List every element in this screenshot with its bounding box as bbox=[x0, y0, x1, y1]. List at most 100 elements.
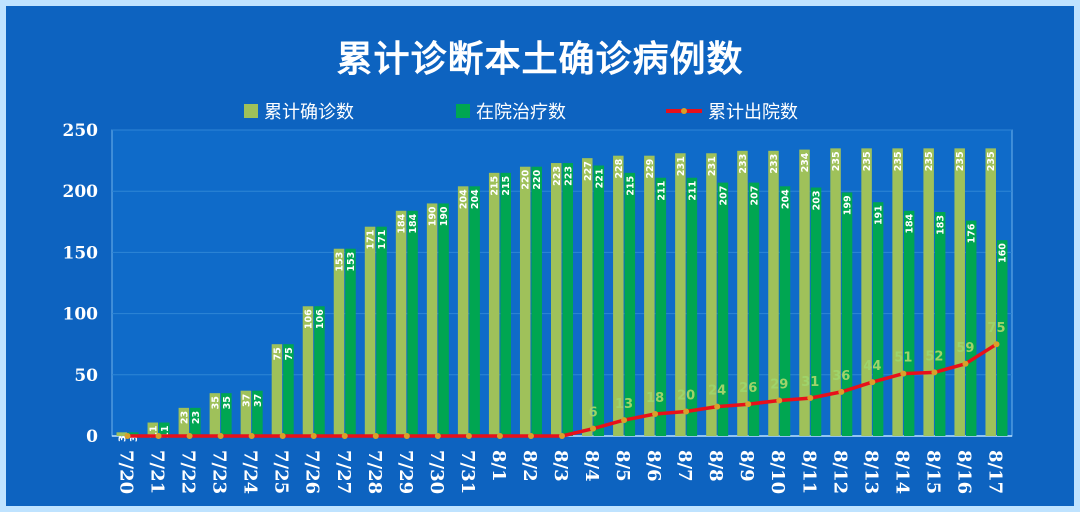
discharged-point bbox=[527, 433, 534, 439]
bar-label-in-hospital: 207 bbox=[749, 186, 760, 206]
discharged-point bbox=[465, 433, 472, 439]
x-tick-label: 7/27 bbox=[333, 450, 354, 494]
discharged-point bbox=[341, 433, 348, 439]
discharged-label: 52 bbox=[925, 349, 943, 364]
bar-label-cumulative: 233 bbox=[738, 154, 749, 174]
discharged-point bbox=[590, 425, 597, 432]
legend-swatch-cumulative bbox=[244, 104, 258, 118]
bar-cumulative bbox=[737, 150, 748, 437]
legend-item-cumulative-confirmed: 累计确诊数 bbox=[244, 98, 354, 124]
discharged-point bbox=[869, 379, 876, 386]
x-tick-label: 8/12 bbox=[829, 450, 850, 494]
discharged-point bbox=[993, 341, 1000, 348]
x-tick-label: 8/17 bbox=[984, 450, 1005, 494]
x-tick-label: 8/2 bbox=[519, 450, 540, 482]
bar-label-in-hospital: 11 bbox=[160, 426, 171, 439]
x-tick-label: 7/21 bbox=[147, 450, 168, 494]
x-tick-label: 7/20 bbox=[116, 450, 137, 494]
bar-in-hospital bbox=[934, 212, 946, 436]
bar-cumulative bbox=[613, 155, 624, 437]
discharged-label: 6 bbox=[589, 406, 598, 421]
bar-label-in-hospital: 176 bbox=[967, 223, 978, 243]
discharged-point bbox=[186, 433, 193, 439]
bar-in-hospital bbox=[531, 166, 542, 436]
bar-cumulative bbox=[488, 172, 500, 436]
bar-in-hospital bbox=[779, 186, 791, 436]
discharged-point bbox=[962, 360, 969, 367]
bar-in-hospital bbox=[996, 240, 1008, 436]
x-tick-label: 7/31 bbox=[457, 450, 478, 494]
bar-cumulative bbox=[395, 210, 407, 436]
bar-label-cumulative: 3 bbox=[117, 435, 128, 442]
bar-label-cumulative: 233 bbox=[769, 154, 780, 174]
bar-label-cumulative: 229 bbox=[645, 159, 656, 179]
bar-in-hospital bbox=[438, 203, 449, 436]
discharged-label: 24 bbox=[708, 384, 726, 399]
x-tick-label: 7/24 bbox=[240, 450, 261, 494]
bar-cumulative bbox=[364, 226, 376, 436]
bar-label-in-hospital: 23 bbox=[191, 411, 202, 424]
bar-label-in-hospital: 106 bbox=[315, 309, 326, 329]
bar-label-cumulative: 235 bbox=[862, 151, 873, 171]
bar-label-in-hospital: 221 bbox=[594, 168, 605, 188]
bar-cumulative bbox=[892, 148, 903, 437]
bar-cumulative bbox=[240, 390, 252, 436]
bar-label-in-hospital: 171 bbox=[377, 230, 388, 250]
bar-label-cumulative: 75 bbox=[272, 347, 283, 360]
bar-in-hospital bbox=[872, 202, 884, 436]
bar-cumulative bbox=[551, 163, 562, 436]
bar-in-hospital bbox=[810, 187, 822, 436]
bar-label-cumulative: 235 bbox=[924, 151, 935, 171]
legend-label-in-hospital: 在院治疗数 bbox=[476, 102, 566, 123]
bar-cumulative bbox=[675, 153, 686, 437]
bar-label-cumulative: 235 bbox=[986, 151, 997, 171]
discharged-label: 20 bbox=[677, 389, 695, 404]
discharged-point bbox=[279, 433, 286, 439]
y-tick-label: 200 bbox=[63, 182, 99, 202]
bar-cumulative bbox=[426, 203, 438, 436]
x-tick-label: 8/10 bbox=[767, 450, 788, 494]
legend-swatch-in-hospital bbox=[456, 104, 470, 118]
bar-in-hospital bbox=[624, 172, 636, 436]
bar-label-cumulative: 231 bbox=[676, 156, 687, 176]
x-tick-label: 8/7 bbox=[674, 450, 695, 482]
bar-cumulative bbox=[799, 149, 810, 437]
y-tick-label: 100 bbox=[63, 305, 99, 325]
bar-label-cumulative: 231 bbox=[707, 156, 718, 176]
bar-in-hospital bbox=[283, 344, 294, 436]
bar-in-hospital bbox=[221, 393, 232, 436]
legend-label-cumulative: 累计确诊数 bbox=[264, 102, 354, 123]
x-tick-label: 7/22 bbox=[178, 450, 199, 494]
discharged-point bbox=[310, 433, 317, 439]
discharged-label: 44 bbox=[863, 359, 881, 374]
discharged-label: 26 bbox=[739, 381, 757, 396]
discharged-point bbox=[434, 433, 441, 439]
discharged-point bbox=[559, 433, 565, 439]
discharged-point bbox=[745, 401, 752, 408]
bar-in-hospital bbox=[965, 220, 977, 436]
discharged-point bbox=[807, 395, 814, 402]
bar-label-cumulative: 235 bbox=[831, 151, 842, 171]
bar-label-in-hospital: 220 bbox=[532, 169, 543, 189]
discharged-label: 13 bbox=[615, 397, 633, 412]
bar-cumulative bbox=[302, 306, 314, 436]
bar-label-cumulative: 184 bbox=[397, 213, 408, 233]
bar-label-cumulative: 223 bbox=[552, 166, 563, 186]
y-tick-label: 150 bbox=[63, 243, 99, 263]
bar-in-hospital bbox=[717, 182, 729, 436]
bar-in-hospital bbox=[841, 192, 853, 436]
bar-in-hospital bbox=[469, 186, 480, 436]
bar-cumulative bbox=[923, 148, 934, 437]
bar-cumulative bbox=[768, 150, 779, 437]
discharged-label: 29 bbox=[770, 378, 788, 393]
discharged-point bbox=[714, 403, 721, 410]
bar-cumulative bbox=[271, 344, 283, 436]
discharged-point bbox=[155, 433, 162, 439]
bar-label-in-hospital: 153 bbox=[346, 252, 357, 272]
bar-label-cumulative: 37 bbox=[241, 394, 252, 407]
bar-cumulative bbox=[985, 148, 996, 437]
bar-label-cumulative: 106 bbox=[303, 309, 314, 329]
bar-label-in-hospital: 223 bbox=[563, 166, 574, 186]
discharged-point bbox=[652, 410, 659, 417]
